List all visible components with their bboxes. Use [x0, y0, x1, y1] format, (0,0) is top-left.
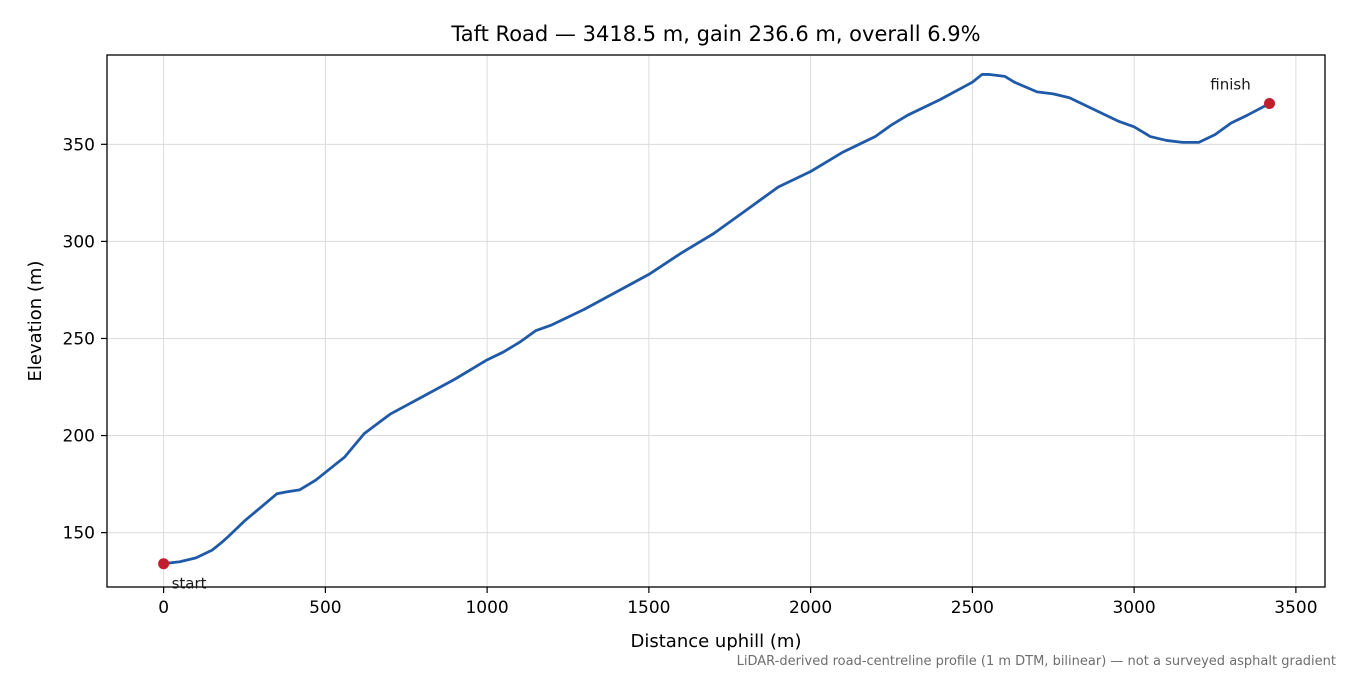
- endpoint-markers: [158, 98, 1276, 570]
- start-annotation: start: [172, 575, 207, 593]
- grid-lines: [107, 55, 1325, 587]
- finish-marker: [1264, 98, 1276, 110]
- x-tick-label: 3000: [1112, 598, 1155, 618]
- plot-frame: [106, 54, 1326, 588]
- x-tick-label: 1500: [627, 598, 670, 618]
- finish-annotation: finish: [1210, 76, 1250, 94]
- chart-title: Taft Road — 3418.5 m, gain 236.6 m, over…: [450, 22, 980, 46]
- start-marker: [158, 558, 170, 570]
- axes: 0 500 1000 1500 2000 2500 3000 3500 150 200 250 300…: [63, 54, 1326, 618]
- x-axis-title: Distance uphill (m): [631, 631, 802, 652]
- x-tick-label: 2500: [951, 598, 994, 618]
- footnote: LiDAR-derived road-centreline profile (1…: [737, 654, 1336, 669]
- y-axis-title: Elevation (m): [25, 261, 46, 382]
- y-tick-label: 200: [63, 427, 95, 447]
- x-tick-label: 1000: [465, 598, 508, 618]
- elevation-line: [162, 73, 1271, 566]
- x-tick-label: 0: [158, 598, 169, 618]
- series-layer: [162, 73, 1271, 566]
- x-tick-label: 3500: [1274, 598, 1317, 618]
- y-tick-label: 350: [63, 135, 95, 155]
- y-tick-label: 300: [63, 232, 95, 252]
- y-tick-label: 250: [63, 329, 95, 349]
- y-tick-label: 150: [63, 524, 95, 544]
- x-tick-label: 500: [309, 598, 341, 618]
- x-tick-label: 2000: [789, 598, 832, 618]
